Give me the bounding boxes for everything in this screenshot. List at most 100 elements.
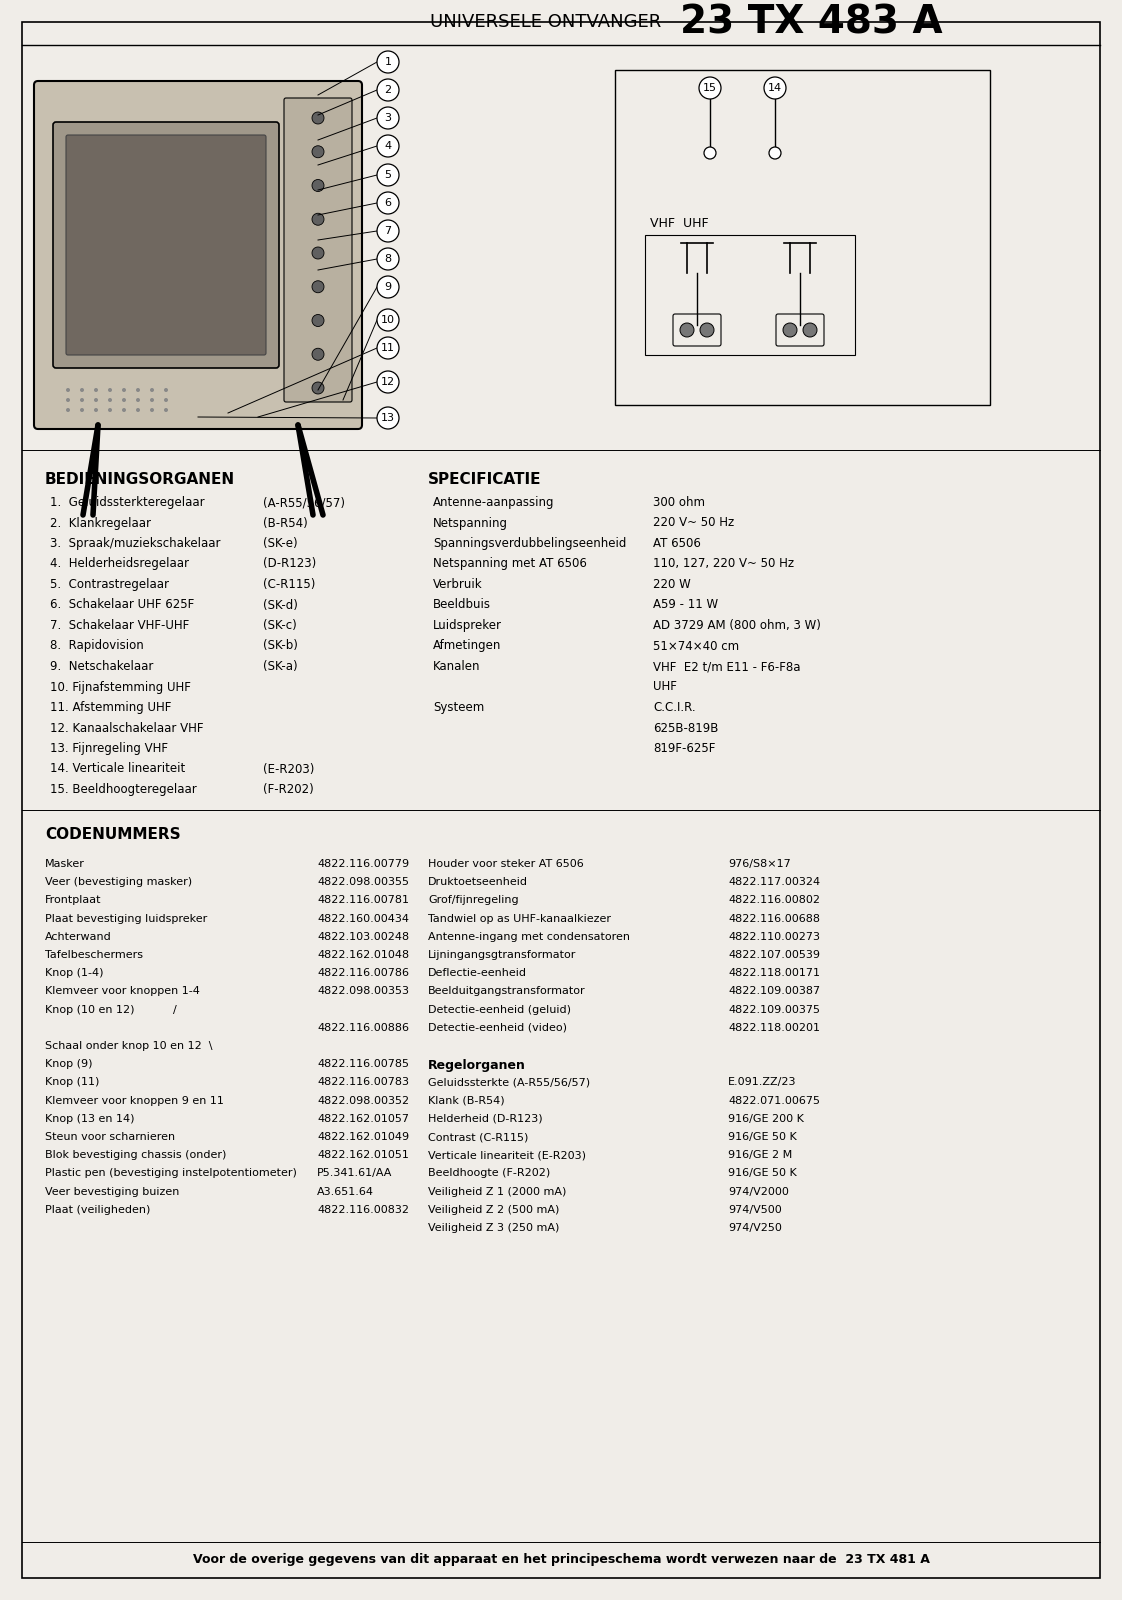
Text: 9.  Netschakelaar: 9. Netschakelaar bbox=[50, 659, 154, 674]
Circle shape bbox=[122, 387, 126, 392]
Text: Systeem: Systeem bbox=[433, 701, 485, 714]
Text: 220 W: 220 W bbox=[653, 578, 691, 590]
Circle shape bbox=[764, 77, 787, 99]
Text: (F-R202): (F-R202) bbox=[263, 782, 314, 795]
Text: 819F-625F: 819F-625F bbox=[653, 742, 716, 755]
Text: 4822.107.00539: 4822.107.00539 bbox=[728, 950, 820, 960]
Circle shape bbox=[377, 275, 399, 298]
Circle shape bbox=[136, 408, 140, 411]
Text: Contrast (C-R115): Contrast (C-R115) bbox=[427, 1133, 528, 1142]
Text: 916/GE 50 K: 916/GE 50 K bbox=[728, 1133, 797, 1142]
Text: CODENUMMERS: CODENUMMERS bbox=[45, 827, 181, 842]
Circle shape bbox=[150, 408, 154, 411]
Text: 4822.116.00785: 4822.116.00785 bbox=[318, 1059, 410, 1069]
Circle shape bbox=[312, 315, 324, 326]
Text: 300 ohm: 300 ohm bbox=[653, 496, 705, 509]
Text: 15: 15 bbox=[703, 83, 717, 93]
Text: 10. Fijnafstemming UHF: 10. Fijnafstemming UHF bbox=[50, 680, 191, 693]
Text: Houder voor steker AT 6506: Houder voor steker AT 6506 bbox=[427, 859, 583, 869]
Text: Frontplaat: Frontplaat bbox=[45, 896, 101, 906]
Text: UNIVERSELE ONTVANGER: UNIVERSELE ONTVANGER bbox=[430, 13, 661, 30]
Circle shape bbox=[94, 408, 98, 411]
Circle shape bbox=[703, 147, 716, 158]
Text: A59 - 11 W: A59 - 11 W bbox=[653, 598, 718, 611]
Text: 4822.162.01057: 4822.162.01057 bbox=[318, 1114, 410, 1123]
Text: Veiligheid Z 3 (250 mA): Veiligheid Z 3 (250 mA) bbox=[427, 1222, 560, 1234]
Text: 4822.117.00324: 4822.117.00324 bbox=[728, 877, 820, 886]
Circle shape bbox=[377, 371, 399, 394]
Text: Steun voor scharnieren: Steun voor scharnieren bbox=[45, 1133, 175, 1142]
Text: Voor de overige gegevens van dit apparaat en het principeschema wordt verwezen n: Voor de overige gegevens van dit apparaa… bbox=[193, 1554, 929, 1566]
Text: 5: 5 bbox=[385, 170, 392, 179]
Circle shape bbox=[312, 146, 324, 158]
Text: 3.  Spraak/muziekschakelaar: 3. Spraak/muziekschakelaar bbox=[50, 538, 221, 550]
Text: (SK-c): (SK-c) bbox=[263, 619, 296, 632]
Text: Achterwand: Achterwand bbox=[45, 931, 112, 942]
Text: 916/GE 200 K: 916/GE 200 K bbox=[728, 1114, 803, 1123]
Text: 7.  Schakelaar VHF-UHF: 7. Schakelaar VHF-UHF bbox=[50, 619, 190, 632]
Circle shape bbox=[803, 323, 817, 338]
Text: 4822.116.00783: 4822.116.00783 bbox=[318, 1077, 410, 1088]
Text: 14. Verticale lineariteit: 14. Verticale lineariteit bbox=[50, 763, 185, 776]
Text: 2.  Klankregelaar: 2. Klankregelaar bbox=[50, 517, 151, 530]
Circle shape bbox=[680, 323, 695, 338]
Text: 4822.098.00352: 4822.098.00352 bbox=[318, 1096, 410, 1106]
Text: 916/GE 50 K: 916/GE 50 K bbox=[728, 1168, 797, 1178]
Text: 916/GE 2 M: 916/GE 2 M bbox=[728, 1150, 792, 1160]
Text: 4822.116.00786: 4822.116.00786 bbox=[318, 968, 410, 978]
Text: 4822.109.00387: 4822.109.00387 bbox=[728, 986, 820, 997]
Text: Beeldhoogte (F-R202): Beeldhoogte (F-R202) bbox=[427, 1168, 550, 1178]
Text: 4822.116.00802: 4822.116.00802 bbox=[728, 896, 820, 906]
Text: Geluidssterkte (A-R55/56/57): Geluidssterkte (A-R55/56/57) bbox=[427, 1077, 590, 1088]
Text: Knop (13 en 14): Knop (13 en 14) bbox=[45, 1114, 135, 1123]
Circle shape bbox=[164, 387, 168, 392]
Text: 8.  Rapidovision: 8. Rapidovision bbox=[50, 640, 144, 653]
Text: Lijningangsgtransformator: Lijningangsgtransformator bbox=[427, 950, 577, 960]
Text: (C-R115): (C-R115) bbox=[263, 578, 315, 590]
Circle shape bbox=[377, 248, 399, 270]
Text: Druktoetseenheid: Druktoetseenheid bbox=[427, 877, 528, 886]
Text: Knop (10 en 12)           /: Knop (10 en 12) / bbox=[45, 1005, 177, 1014]
Text: (SK-d): (SK-d) bbox=[263, 598, 297, 611]
Circle shape bbox=[377, 134, 399, 157]
Text: BEDIENINGSORGANEN: BEDIENINGSORGANEN bbox=[45, 472, 236, 486]
Text: (SK-a): (SK-a) bbox=[263, 659, 297, 674]
Text: Tafelbeschermers: Tafelbeschermers bbox=[45, 950, 142, 960]
Text: Klemveer voor knoppen 9 en 11: Klemveer voor knoppen 9 en 11 bbox=[45, 1096, 224, 1106]
Text: (E-R203): (E-R203) bbox=[263, 763, 314, 776]
Text: 51×74×40 cm: 51×74×40 cm bbox=[653, 640, 739, 653]
Text: 11: 11 bbox=[381, 342, 395, 354]
Text: 2: 2 bbox=[385, 85, 392, 94]
Text: Regelorganen: Regelorganen bbox=[427, 1059, 526, 1072]
Text: 14: 14 bbox=[767, 83, 782, 93]
Text: Blok bevestiging chassis (onder): Blok bevestiging chassis (onder) bbox=[45, 1150, 227, 1160]
Text: Antenne-ingang met condensatoren: Antenne-ingang met condensatoren bbox=[427, 931, 629, 942]
Text: 8: 8 bbox=[385, 254, 392, 264]
Circle shape bbox=[312, 179, 324, 192]
Text: Helderheid (D-R123): Helderheid (D-R123) bbox=[427, 1114, 543, 1123]
Circle shape bbox=[377, 51, 399, 74]
Text: 12. Kanaalschakelaar VHF: 12. Kanaalschakelaar VHF bbox=[50, 722, 203, 734]
Circle shape bbox=[66, 408, 70, 411]
Text: 1.  Geluidssterkteregelaar: 1. Geluidssterkteregelaar bbox=[50, 496, 204, 509]
Bar bbox=[615, 70, 990, 405]
Text: (B-R54): (B-R54) bbox=[263, 517, 307, 530]
Circle shape bbox=[700, 323, 714, 338]
Text: Knop (1-4): Knop (1-4) bbox=[45, 968, 103, 978]
Text: Knop (9): Knop (9) bbox=[45, 1059, 92, 1069]
Text: 6: 6 bbox=[385, 198, 392, 208]
Text: 5.  Contrastregelaar: 5. Contrastregelaar bbox=[50, 578, 169, 590]
Text: Afmetingen: Afmetingen bbox=[433, 640, 502, 653]
Text: C.C.I.R.: C.C.I.R. bbox=[653, 701, 696, 714]
Text: 4822.118.00171: 4822.118.00171 bbox=[728, 968, 820, 978]
Text: 4822.109.00375: 4822.109.00375 bbox=[728, 1005, 820, 1014]
Circle shape bbox=[108, 387, 112, 392]
Text: Klank (B-R54): Klank (B-R54) bbox=[427, 1096, 505, 1106]
Text: 7: 7 bbox=[385, 226, 392, 235]
FancyBboxPatch shape bbox=[66, 134, 266, 355]
Text: Netspanning: Netspanning bbox=[433, 517, 508, 530]
Text: 4822.162.01051: 4822.162.01051 bbox=[318, 1150, 408, 1160]
Circle shape bbox=[377, 78, 399, 101]
Text: Knop (11): Knop (11) bbox=[45, 1077, 100, 1088]
Text: 13. Fijnregeling VHF: 13. Fijnregeling VHF bbox=[50, 742, 168, 755]
